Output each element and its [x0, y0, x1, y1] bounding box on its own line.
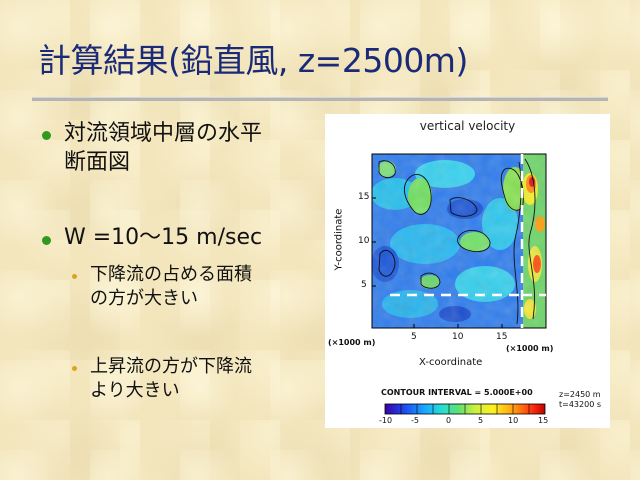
- bullet-text-2: W =10～15 m/sec: [64, 225, 263, 250]
- y-tick-label: 10: [358, 236, 370, 246]
- colorbar-tick-label: 15: [538, 416, 549, 425]
- bullet-icon: [42, 236, 51, 245]
- bullet-text-1: 対流領域中層の水平 断面図: [64, 121, 263, 175]
- y-axis-label: Y-coordinate: [333, 208, 345, 271]
- contour-plot: [371, 153, 547, 415]
- slide-title: 計算結果(鉛直風, z=2500m): [38, 41, 468, 80]
- figure-panel: vertical velocity: [325, 114, 610, 428]
- sub-bullet-text-1: 下降流の占める面積 の方が大きい: [90, 264, 252, 309]
- colorbar-tick-label: -5: [411, 416, 419, 425]
- sub-bullet-icon: [72, 274, 77, 279]
- x-unit-label: (×1000 m): [506, 344, 554, 353]
- y-tick-label: 5: [361, 280, 367, 290]
- contour-interval-label: CONTOUR INTERVAL = 5.000E+00: [381, 388, 533, 397]
- bullet-icon: [42, 131, 51, 140]
- x-axis-label: X-coordinate: [419, 357, 483, 368]
- x-tick-label: 15: [496, 332, 508, 342]
- y-unit-label: (×1000 m): [328, 338, 376, 347]
- x-tick-label: 10: [452, 332, 464, 342]
- colorbar-tick-label: -10: [379, 416, 393, 425]
- sub-bullet-text-2: 上昇流の方が下降流 より大きい: [90, 356, 252, 401]
- x-tick-label: 5: [411, 332, 417, 342]
- z-info-label: z=2450 m: [559, 390, 601, 399]
- colorbar-tick-label: 5: [478, 416, 484, 425]
- colorbar-tick-label: 0: [446, 416, 452, 425]
- colorbar-tick-label: 10: [508, 416, 519, 425]
- figure-title: vertical velocity: [419, 119, 516, 133]
- t-info-label: t=43200 s: [559, 400, 601, 409]
- sub-bullet-icon: [72, 366, 77, 371]
- title-divider: [32, 97, 608, 101]
- y-tick-label: 15: [358, 192, 370, 202]
